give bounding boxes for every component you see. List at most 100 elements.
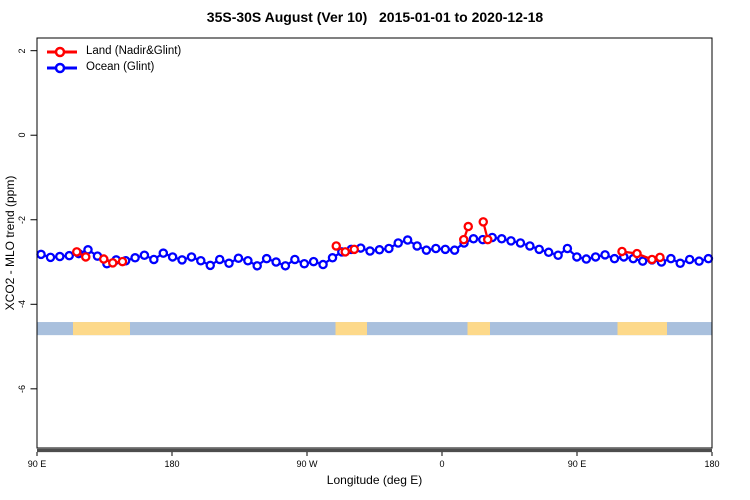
x-tick-label: 90 E	[567, 459, 587, 469]
y-tick-label: 2	[17, 48, 27, 54]
ocean-data-point	[496, 234, 507, 244]
ocean-data-point	[590, 252, 601, 262]
ocean-data-point	[318, 259, 328, 270]
y-tick-label: -6	[17, 384, 27, 393]
land-data-point	[655, 252, 665, 263]
x-tick-label: 180	[704, 459, 720, 469]
map-strip-land-region	[467, 322, 490, 336]
map-strip-ocean	[37, 322, 712, 336]
ocean-data-point	[196, 256, 206, 266]
ocean-data-point	[515, 238, 526, 248]
ocean-data-point	[675, 258, 685, 269]
ocean-data-point	[393, 238, 403, 248]
ocean-data-point	[45, 252, 56, 263]
ocean-data-point	[308, 256, 319, 267]
legend-item-label: Land (Nadir&Glint)	[86, 45, 182, 57]
land-data-point	[340, 247, 350, 257]
ocean-data-point	[280, 261, 291, 271]
ocean-data-point	[384, 243, 394, 254]
ocean-data-point	[271, 257, 281, 267]
plot-border	[36, 37, 713, 449]
land-data-point	[117, 256, 128, 267]
ocean-data-point	[543, 247, 554, 258]
ocean-data-point	[553, 250, 563, 261]
ocean-data-point	[374, 245, 385, 255]
y-tick-label: 0	[17, 132, 27, 138]
ocean-data-point	[214, 254, 225, 265]
ocean-data-point	[167, 252, 178, 262]
x-tick-label: 0	[439, 459, 445, 469]
legend-item: Ocean (Glint)	[46, 60, 181, 75]
ocean-data-point	[468, 234, 479, 244]
chart-title: 35S-30S August (Ver 10) 2015-01-01 to 20…	[206, 9, 544, 25]
ocean-data-point	[402, 235, 413, 245]
map-strip-land-region	[335, 322, 367, 336]
ocean-data-point	[440, 244, 451, 255]
land-data-point	[331, 241, 341, 251]
x-tick-label: 90 W	[296, 459, 318, 469]
ocean-data-point	[149, 254, 159, 265]
land-data-point	[349, 244, 359, 255]
land-data-point	[632, 248, 642, 259]
ocean-data-point	[205, 260, 215, 271]
ocean-data-point	[36, 249, 46, 260]
y-axis-title: XCO2 - MLO trend (ppm)	[3, 175, 17, 311]
ocean-data-point	[130, 253, 140, 263]
legend-item-label: Ocean (Glint)	[86, 61, 155, 73]
land-data-point	[463, 221, 473, 232]
ocean-data-point	[572, 252, 582, 262]
ocean-data-point	[158, 248, 169, 258]
y-tick-label: -4	[17, 300, 27, 309]
ocean-data-point	[139, 250, 150, 261]
ocean-data-point	[684, 254, 695, 265]
ocean-data-point	[431, 243, 441, 254]
ocean-data-point	[243, 256, 253, 266]
ocean-data-point	[327, 253, 338, 263]
land-data-point	[647, 254, 657, 265]
ocean-data-point	[252, 261, 262, 271]
ocean-data-point	[581, 254, 592, 264]
ocean-data-point	[449, 245, 460, 255]
map-strip-land-region	[617, 322, 667, 336]
x-tick-label: 180	[164, 459, 180, 469]
ocean-data-point	[421, 245, 432, 255]
x-axis-title: Longitude (deg E)	[326, 473, 423, 487]
ocean-data-point	[703, 253, 714, 264]
ocean-data-point	[55, 251, 65, 262]
land-data-point	[478, 217, 488, 227]
land-data-point	[458, 234, 469, 245]
y-tick-label: -2	[17, 215, 27, 224]
land-data-point	[617, 246, 627, 257]
land-data-point	[482, 234, 493, 245]
map-strip-land-region	[73, 322, 130, 336]
legend: Land (Nadir&Glint) Ocean (Glint)	[46, 44, 181, 75]
ocean-data-point	[694, 256, 704, 266]
ocean-data-point	[299, 258, 310, 269]
ocean-data-point	[177, 255, 187, 265]
ocean-data-point	[525, 241, 535, 251]
ocean-data-point	[365, 246, 375, 256]
ocean-data-point	[562, 243, 573, 254]
ocean-data-point	[261, 253, 272, 264]
ocean-data-point	[609, 253, 620, 264]
ocean-data-point	[64, 250, 75, 261]
ocean-data-point	[637, 256, 648, 266]
land-data-point	[99, 254, 109, 264]
legend-marker-icon	[47, 46, 77, 57]
ocean-data-point	[600, 250, 610, 260]
ocean-data-point	[290, 254, 300, 265]
ocean-data-point	[224, 258, 234, 269]
ocean-data-point	[506, 236, 516, 246]
x-tick-label: 90 E	[27, 459, 47, 469]
land-data-point	[81, 252, 91, 262]
ocean-data-point	[412, 241, 422, 251]
ocean-data-point	[233, 253, 244, 263]
land-data-point	[72, 247, 82, 257]
legend-marker-icon	[47, 62, 77, 73]
ocean-data-point	[534, 244, 544, 255]
ocean-data-point	[186, 252, 197, 262]
legend-item: Land (Nadir&Glint)	[46, 44, 181, 59]
ocean-data-point	[666, 253, 676, 264]
